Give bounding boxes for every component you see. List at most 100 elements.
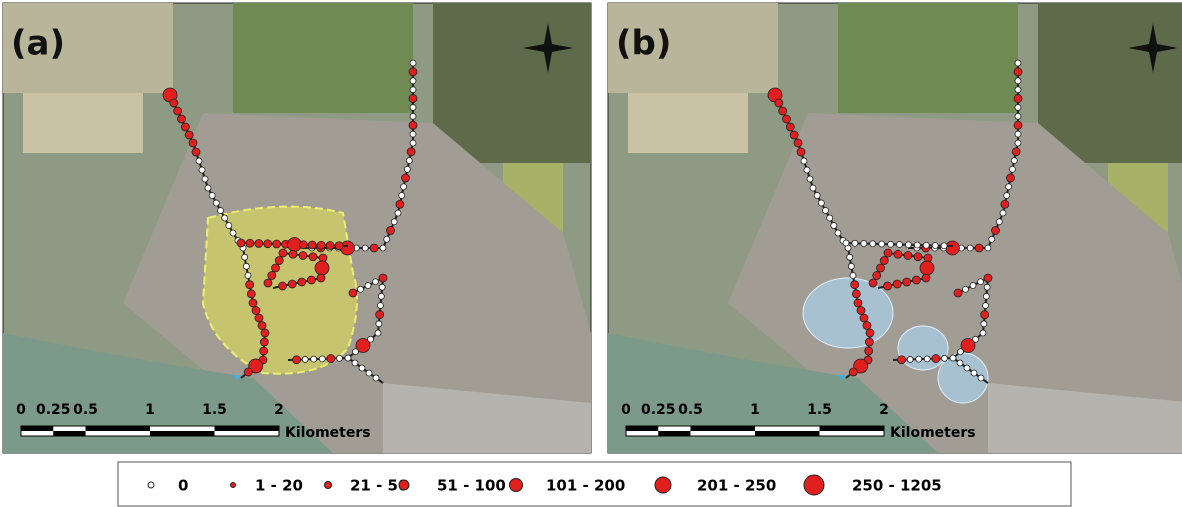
sensor-point (288, 280, 296, 288)
sensor-point (272, 264, 280, 272)
sensor-point (199, 167, 205, 173)
sensor-point (335, 242, 343, 250)
sensor-point (279, 249, 287, 257)
sensor-point (205, 185, 211, 191)
sensor-point (783, 115, 791, 123)
sensor-point (410, 131, 416, 137)
scale-segment (215, 426, 280, 431)
sensor-point (1007, 174, 1015, 182)
sensor-point (407, 148, 415, 156)
sensor-point (1001, 200, 1009, 208)
sensor-point (243, 263, 249, 269)
sensor-point (174, 107, 182, 115)
sensor-point (264, 240, 272, 248)
sensor-point (345, 355, 351, 361)
field (628, 93, 748, 153)
sensor-point (196, 158, 202, 164)
sensor-point (255, 314, 263, 322)
sensor-point (378, 293, 384, 299)
sensor-point (854, 299, 862, 307)
sensor-point (1014, 95, 1022, 103)
sensor-point (396, 200, 404, 208)
sensor-point (945, 241, 959, 255)
scale-tick-label: 0 (621, 402, 631, 418)
sensor-point (317, 274, 325, 282)
sensor-point (992, 227, 1000, 235)
sensor-point (996, 219, 1002, 225)
scale-segment (53, 431, 85, 436)
scale-tick-label: 0.5 (678, 402, 703, 418)
sensor-point (916, 356, 922, 362)
sensor-point (373, 279, 379, 285)
sensor-point (289, 250, 297, 258)
sensor-point (260, 347, 268, 355)
scale-segment (755, 431, 820, 436)
sensor-point (399, 193, 405, 199)
sensor-point (258, 322, 266, 330)
figure: (a)00.250.511.52Kilometers(b)00.250.511.… (0, 0, 1182, 507)
sensor-point (379, 284, 385, 290)
sensor-point (880, 257, 888, 265)
sensor-point (941, 243, 947, 249)
scale-tick-label: 2 (879, 402, 889, 418)
sensor-point (865, 347, 873, 355)
sensor-point (790, 131, 798, 139)
sensor-point (246, 239, 254, 247)
sensor-point (894, 250, 902, 258)
sensor-point (410, 140, 416, 146)
sensor-point (970, 283, 976, 289)
sensor-point (298, 278, 306, 286)
panel-label: (a) (11, 24, 65, 64)
sensor-point (311, 356, 317, 362)
sensor-point (863, 322, 871, 330)
sensor-point (848, 263, 854, 269)
sensor-point (1015, 60, 1021, 66)
sensor-point (409, 95, 417, 103)
sensor-point (1014, 121, 1022, 129)
sensor-point (922, 274, 930, 282)
sensor-point (786, 123, 794, 131)
sensor-point (818, 200, 824, 206)
sensor-point (1015, 78, 1021, 84)
sensor-point (379, 274, 387, 282)
sensor-point (378, 303, 384, 309)
sensor-point (975, 244, 983, 252)
sensor-point (1000, 210, 1006, 216)
sensor-point (409, 121, 417, 129)
sensor-point (835, 230, 841, 236)
sensor-point (950, 355, 956, 361)
sensor-point (1015, 140, 1021, 146)
field (433, 3, 591, 163)
legend-symbol (325, 482, 332, 489)
scale-tick-label: 0 (16, 402, 26, 418)
sensor-point (914, 253, 922, 261)
sensor-point (319, 356, 325, 362)
sensor-point (395, 210, 401, 216)
sensor-point (218, 208, 224, 214)
sensor-point (852, 240, 858, 246)
sensor-point (914, 242, 920, 248)
sensor-point (852, 290, 860, 298)
sensor-point (410, 104, 416, 110)
scale-unit: Kilometers (285, 425, 371, 441)
sensor-point (189, 139, 197, 147)
sensor-point (336, 355, 342, 361)
sensor-point (897, 242, 903, 248)
sensor-point (409, 68, 417, 76)
sensor-point (247, 290, 255, 298)
sensor-point (905, 242, 911, 248)
sensor-point (192, 148, 200, 156)
legend-label: 1 - 20 (255, 477, 303, 495)
sensor-point (373, 375, 379, 381)
legend-symbol (804, 475, 824, 495)
scale-tick-label: 0.5 (73, 402, 98, 418)
sensor-point (779, 107, 787, 115)
sensor-point (410, 78, 416, 84)
sensor-point (327, 355, 335, 363)
scale-unit: Kilometers (890, 425, 976, 441)
sensor-point (366, 370, 372, 376)
sensor-point (268, 272, 276, 280)
sensor-point (849, 368, 857, 376)
sensor-point (185, 131, 193, 139)
sensor-point (384, 236, 390, 242)
